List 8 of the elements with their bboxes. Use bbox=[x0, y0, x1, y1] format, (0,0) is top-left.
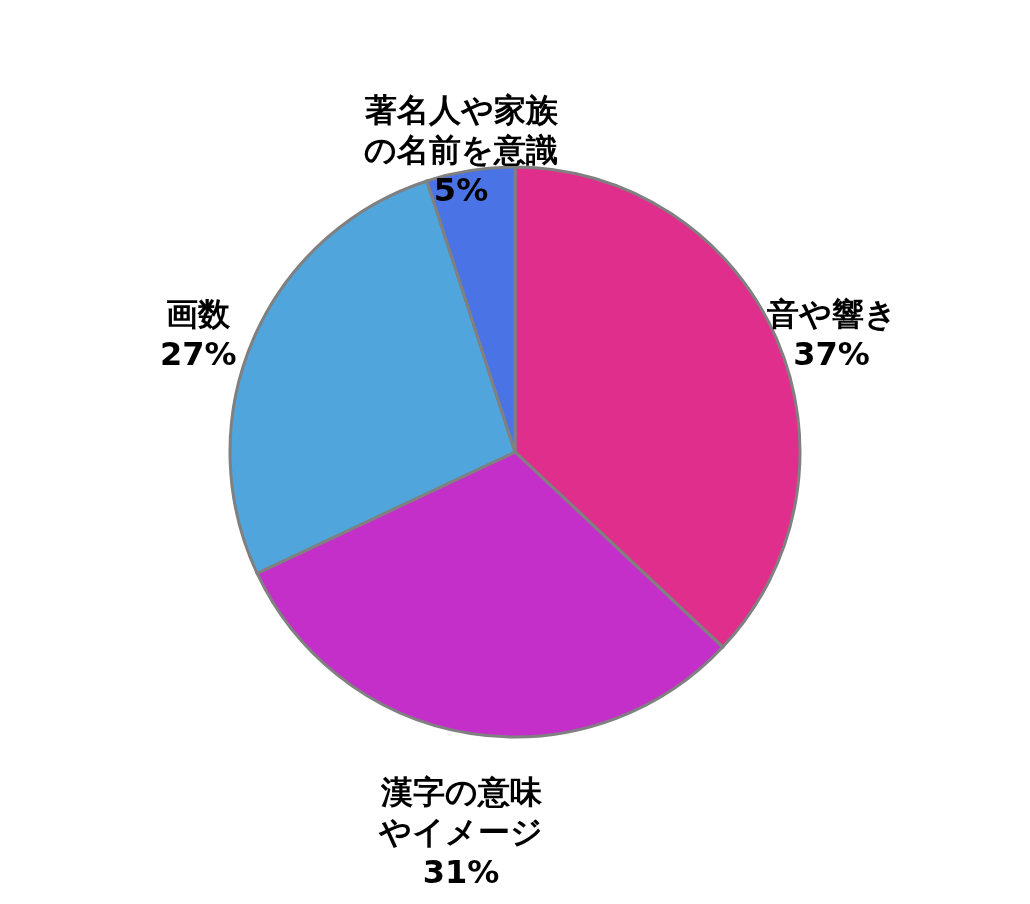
data-label: 31% bbox=[422, 852, 500, 891]
slice-label: 音や響き bbox=[766, 294, 897, 333]
data-label: 5% bbox=[433, 171, 489, 210]
slice-label: 漢字の意味やイメージ bbox=[378, 772, 544, 851]
data-label: 37% bbox=[793, 334, 870, 373]
data-label: 27% bbox=[160, 334, 237, 373]
slice-label: 画数 bbox=[166, 294, 232, 333]
slice-label: 著名人や家族の名前を意識 bbox=[363, 91, 559, 170]
